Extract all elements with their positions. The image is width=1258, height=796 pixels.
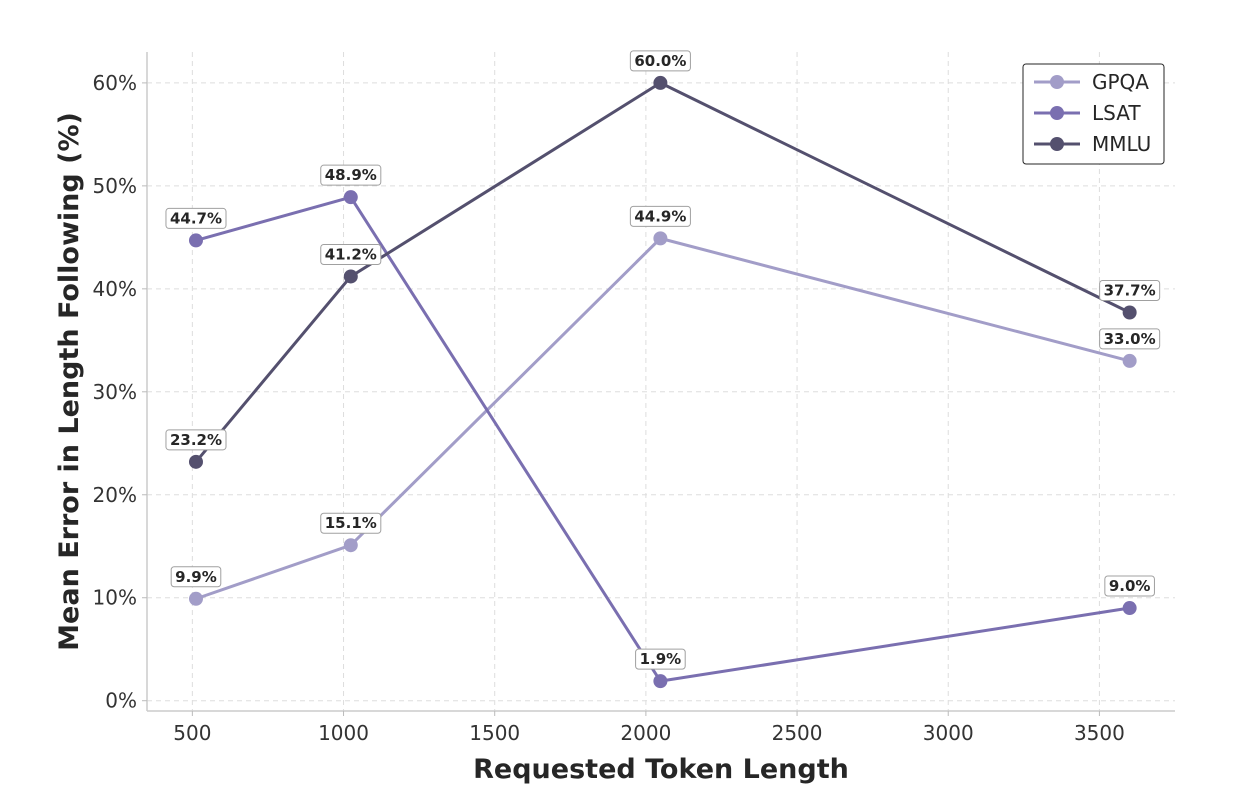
series-line-mmlu: [194, 81, 1131, 463]
data-label-text: 33.0%: [1104, 330, 1156, 348]
data-label-box: [635, 648, 686, 670]
data-label-box: [629, 50, 691, 72]
series-line-gpqa: [195, 236, 1131, 601]
data-point-gpqa: [343, 538, 358, 553]
data-label-gpqa: 15.1%: [320, 512, 382, 534]
data-label-gpqa: 9.9%: [170, 566, 222, 588]
data-label-text: 44.9%: [634, 207, 686, 225]
y-tick-label: 0%: [105, 689, 137, 713]
x-tick-label: 3500: [1074, 721, 1125, 745]
y-tick-label: 40%: [93, 277, 137, 301]
data-point-gpqa: [1122, 353, 1137, 368]
data-point-mmlu: [188, 454, 203, 469]
data-label-text: 9.9%: [175, 568, 217, 586]
x-tick-label: 3000: [923, 721, 974, 745]
legend-label: LSAT: [1092, 101, 1141, 125]
legend-label: MMLU: [1092, 132, 1151, 156]
data-label-mmlu: 60.0%: [629, 50, 691, 72]
legend: GPQA LSAT MMLU: [1022, 63, 1165, 165]
y-tick-label: 60%: [93, 71, 137, 95]
data-label-lsat: 9.0%: [1104, 575, 1155, 597]
data-label-box: [1099, 328, 1161, 350]
data-label-gpqa: 44.9%: [629, 205, 691, 227]
data-label-text: 41.2%: [325, 245, 377, 263]
data-point-lsat: [188, 233, 203, 248]
x-tick-label: 2000: [620, 721, 671, 745]
series-line-lsat: [195, 195, 1130, 683]
data-label-box: [320, 512, 382, 534]
data-point-lsat: [653, 674, 668, 689]
legend-swatch-marker: [1050, 106, 1064, 120]
x-tick-label: 1500: [469, 721, 520, 745]
data-label-gpqa: 33.0%: [1099, 328, 1161, 350]
data-label-box: [320, 243, 382, 265]
y-tick-label: 30%: [93, 380, 137, 404]
data-label-text: 15.1%: [325, 514, 377, 532]
y-axis-title: Mean Error in Length Following (%): [54, 112, 85, 651]
data-label-mmlu: 41.2%: [320, 243, 382, 265]
legend-item-mmlu: MMLU: [1034, 132, 1151, 156]
data-point-mmlu: [1122, 305, 1137, 320]
data-label-text: 23.2%: [170, 431, 222, 449]
data-label-lsat: 44.7%: [165, 207, 227, 229]
y-tick-label: 20%: [93, 483, 137, 507]
legend-swatch-marker: [1050, 75, 1064, 89]
data-point-mmlu: [343, 269, 358, 284]
data-point-mmlu: [653, 75, 668, 90]
data-label-mmlu: 37.7%: [1099, 280, 1161, 302]
data-label-box: [629, 205, 691, 227]
data-label-box: [1099, 280, 1161, 302]
x-axis-title: Requested Token Length: [473, 754, 849, 785]
x-tick-label: 500: [173, 721, 211, 745]
legend-label: GPQA: [1092, 70, 1149, 94]
legend-swatch-marker: [1050, 137, 1064, 151]
ticks: 500 1000 1500 2000 2500 3000 3500 0% 10% 20% 30% 40…: [93, 71, 1125, 745]
data-point-gpqa: [188, 591, 203, 606]
data-label-text: 44.7%: [170, 209, 222, 227]
y-tick-label: 50%: [93, 174, 137, 198]
data-label-text: 9.0%: [1109, 577, 1151, 595]
data-label-box: [170, 566, 222, 588]
data-label-lsat: 1.9%: [635, 648, 686, 670]
data-label-text: 37.7%: [1104, 282, 1156, 300]
data-label-text: 60.0%: [634, 52, 686, 70]
x-tick-label: 1000: [318, 721, 369, 745]
legend-item-lsat: LSAT: [1034, 101, 1141, 125]
data-label-lsat: 48.9%: [320, 164, 382, 186]
y-tick-label: 10%: [93, 586, 137, 610]
grid: [147, 52, 1175, 711]
series-group: [188, 75, 1137, 689]
axes: [146, 52, 1175, 712]
data-labels: 9.9% 15.1% 44.9% 33.0% 44.7% 48.9% 1.9% 9.0% 23.…: [165, 50, 1161, 670]
data-label-text: 48.9%: [325, 166, 377, 184]
data-label-box: [1104, 575, 1155, 597]
data-point-lsat: [343, 190, 358, 205]
data-point-lsat: [1122, 601, 1137, 616]
data-label-text: 1.9%: [640, 650, 682, 668]
data-label-box: [165, 429, 227, 451]
data-label-mmlu: 23.2%: [165, 429, 227, 451]
data-label-box: [320, 164, 382, 186]
data-label-box: [165, 207, 227, 229]
data-point-gpqa: [653, 231, 668, 246]
legend-item-gpqa: GPQA: [1034, 70, 1149, 94]
x-tick-label: 2500: [772, 721, 823, 745]
